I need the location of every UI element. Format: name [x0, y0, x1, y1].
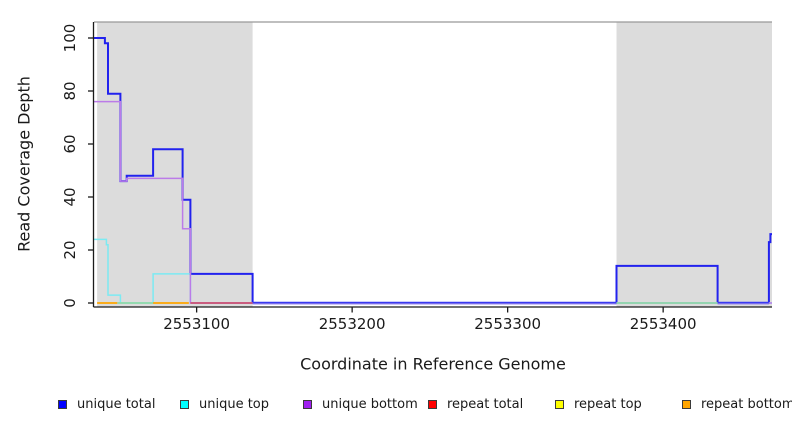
- y-tick-label: 20: [61, 240, 79, 260]
- y-tick-label: 100: [61, 23, 79, 53]
- x-tick-label: 2553400: [629, 315, 697, 333]
- x-axis-title: Coordinate in Reference Genome: [300, 354, 566, 374]
- y-tick-label: 80: [61, 81, 79, 101]
- x-tick-label: 2553200: [318, 315, 386, 333]
- x-tick-label: 2553100: [163, 315, 231, 333]
- left-gray-region: [97, 22, 253, 307]
- y-tick-label: 60: [61, 134, 79, 154]
- y-tick-label: 0: [61, 298, 79, 308]
- y-axis-title: Read Coverage Depth: [14, 76, 34, 252]
- right-gray-region: [616, 22, 772, 307]
- x-tick-label: 2553300: [474, 315, 542, 333]
- y-tick-label: 40: [61, 187, 79, 207]
- series-line-unique-bottom: [94, 100, 772, 304]
